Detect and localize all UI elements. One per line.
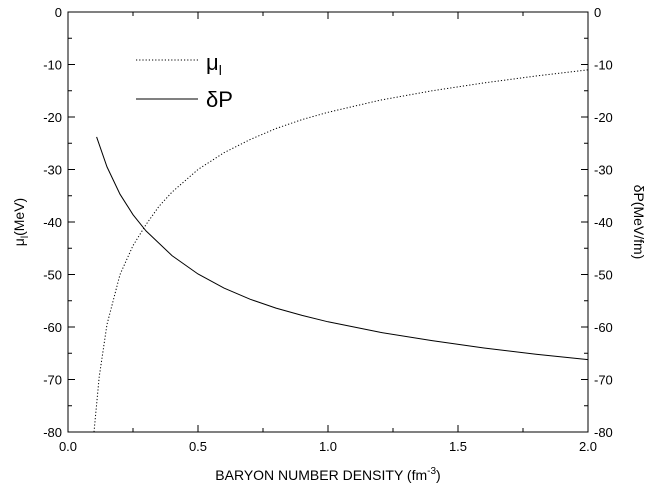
y-tick-label-left: -50	[43, 268, 62, 283]
legend-label-mu: μl	[206, 50, 222, 78]
x-tick-label: 1.5	[449, 439, 467, 454]
y-tick-label-right: -80	[594, 425, 613, 440]
legend: μl δP	[136, 50, 233, 112]
y-axis-label-right: δP(MeV/fm)	[631, 185, 647, 260]
y-tick-label-left: -80	[43, 425, 62, 440]
y-tick-label-left: -30	[43, 163, 62, 178]
y-tick-label-left: -40	[43, 215, 62, 230]
y-tick-label-right: -50	[594, 268, 613, 283]
y-tick-label-left: -10	[43, 58, 62, 73]
tick-labels: 0.0 0.5 1.0 1.5 2.0 0 -10 -20 -30 -40 -50 -60 -70 -80…	[43, 5, 613, 454]
y-tick-label-left: 0	[55, 5, 62, 20]
ticks	[67, 11, 589, 433]
y-tick-label-right: -10	[594, 58, 613, 73]
legend-label-deltap: δP	[206, 87, 233, 112]
y-tick-label-right: -30	[594, 163, 613, 178]
y-tick-label-right: -60	[594, 320, 613, 335]
y-tick-label-right: -20	[594, 110, 613, 125]
x-tick-label: 0.0	[59, 439, 77, 454]
y-tick-label-left: -20	[43, 110, 62, 125]
y-tick-label-right: -70	[594, 373, 613, 388]
series-line-delta-p	[96, 136, 589, 361]
y-tick-label-right: -40	[594, 215, 613, 230]
x-tick-label: 1.0	[319, 439, 337, 454]
y-tick-label-right: 0	[594, 5, 601, 20]
x-axis-label: BARYON NUMBER DENSITY (fm-3)	[215, 466, 440, 483]
series-line-mu-l	[93, 69, 589, 433]
x-tick-label: 2.0	[579, 439, 597, 454]
x-tick-label: 0.5	[189, 439, 207, 454]
series-lines	[93, 69, 589, 433]
plot-frame	[67, 11, 589, 433]
y-axis-label-left: μl(MeV)	[11, 198, 31, 246]
y-tick-label-left: -70	[43, 373, 62, 388]
y-tick-label-left: -60	[43, 320, 62, 335]
